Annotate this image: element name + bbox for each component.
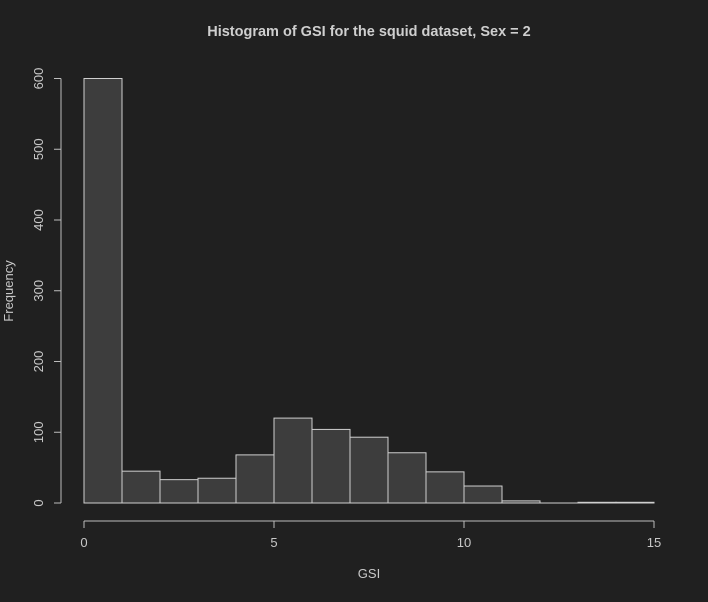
y-tick-label: 400 bbox=[31, 209, 46, 231]
y-tick-label: 200 bbox=[31, 351, 46, 373]
bars-group bbox=[84, 79, 654, 504]
x-axis: 0 5 10 15 bbox=[80, 521, 661, 550]
y-axis-label: Frequency bbox=[1, 260, 16, 322]
histogram-bar bbox=[122, 471, 160, 503]
x-tick-label: 5 bbox=[270, 535, 277, 550]
y-tick-label: 600 bbox=[31, 68, 46, 90]
histogram-bar bbox=[198, 478, 236, 503]
y-axis: 0 100 200 300 400 500 600 bbox=[31, 68, 61, 507]
y-tick-label: 100 bbox=[31, 421, 46, 443]
x-tick-label: 15 bbox=[647, 535, 661, 550]
y-tick-label: 300 bbox=[31, 280, 46, 302]
histogram-bar bbox=[578, 502, 616, 503]
chart-title: Histogram of GSI for the squid dataset, … bbox=[207, 24, 531, 40]
histogram-bar bbox=[426, 472, 464, 503]
x-tick-label: 10 bbox=[457, 535, 471, 550]
histogram-bar bbox=[236, 455, 274, 503]
histogram-bar bbox=[464, 486, 502, 503]
histogram-bar bbox=[160, 480, 198, 503]
histogram-bar bbox=[350, 437, 388, 503]
y-tick-label: 500 bbox=[31, 138, 46, 160]
histogram-bar bbox=[388, 453, 426, 503]
x-axis-label: GSI bbox=[358, 566, 380, 581]
histogram-bar bbox=[84, 79, 122, 504]
histogram-bar bbox=[274, 418, 312, 503]
histogram-bar bbox=[502, 501, 540, 503]
y-tick-label: 0 bbox=[31, 499, 46, 506]
x-tick-label: 0 bbox=[80, 535, 87, 550]
histogram-bar bbox=[312, 429, 350, 503]
histogram-bar bbox=[616, 502, 654, 503]
